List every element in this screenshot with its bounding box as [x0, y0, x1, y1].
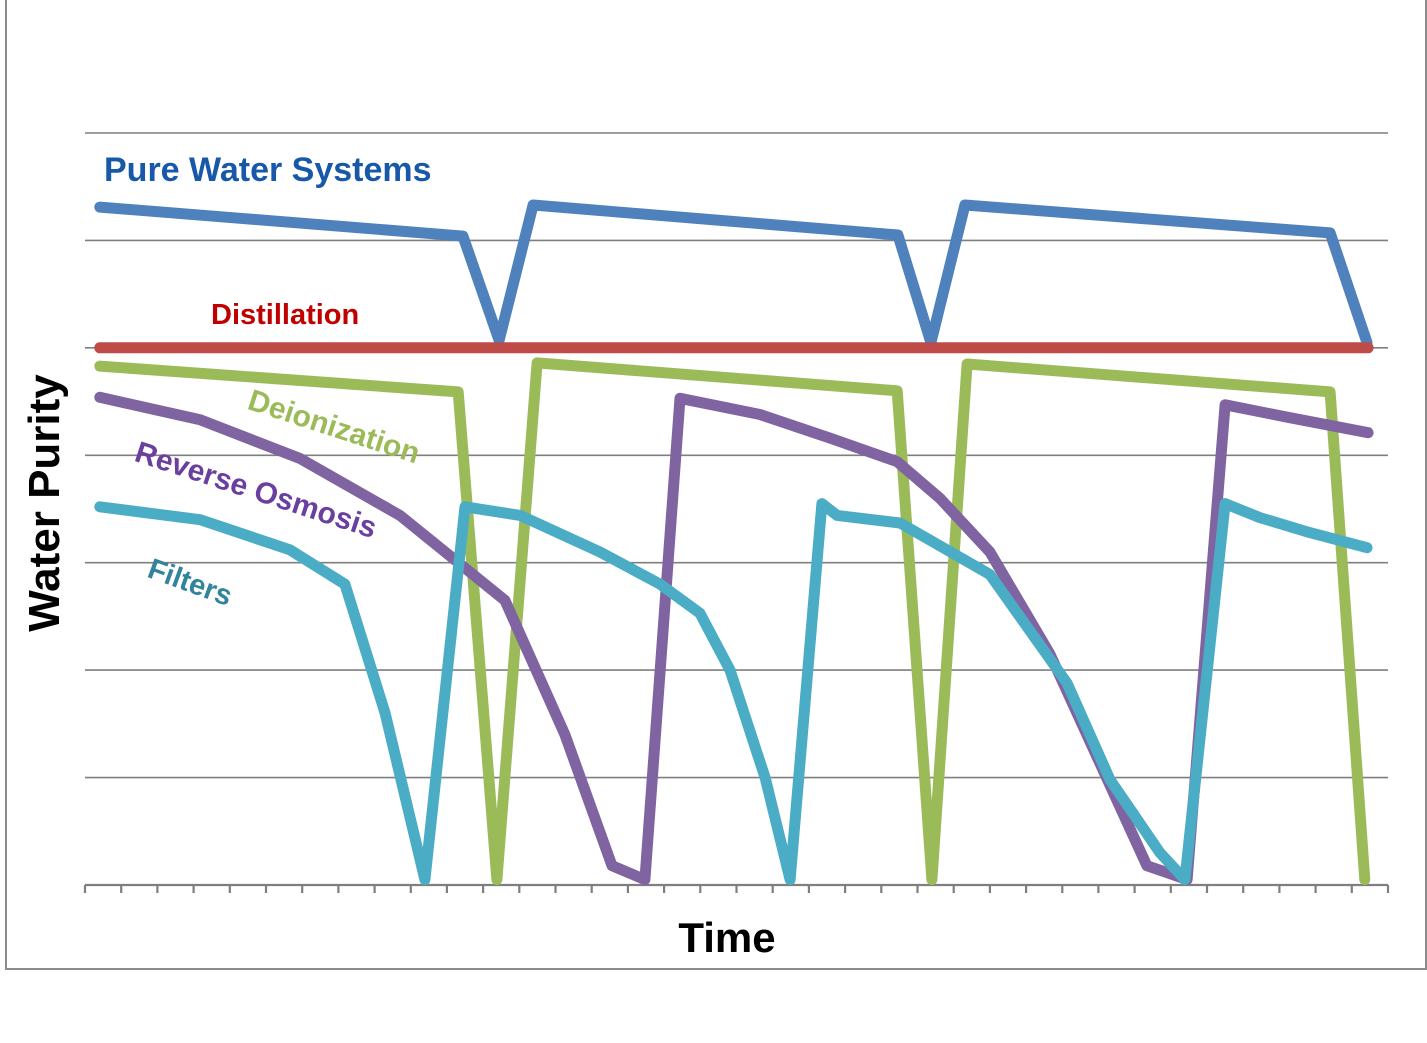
series-label-distillation: Distillation: [211, 299, 360, 331]
y-axis-title: Water Purity: [19, 374, 69, 632]
x-axis-title: Time: [678, 913, 776, 961]
series-line-deionization: [94, 357, 1371, 886]
x-axis: [83, 883, 1390, 893]
series-line-pure-water-systems: [94, 199, 1373, 348]
series-label-pure-water-systems: Pure Water Systems: [104, 151, 432, 189]
series-line-filters: [94, 498, 1373, 886]
series-line-reverse-osmosis: [94, 391, 1374, 886]
